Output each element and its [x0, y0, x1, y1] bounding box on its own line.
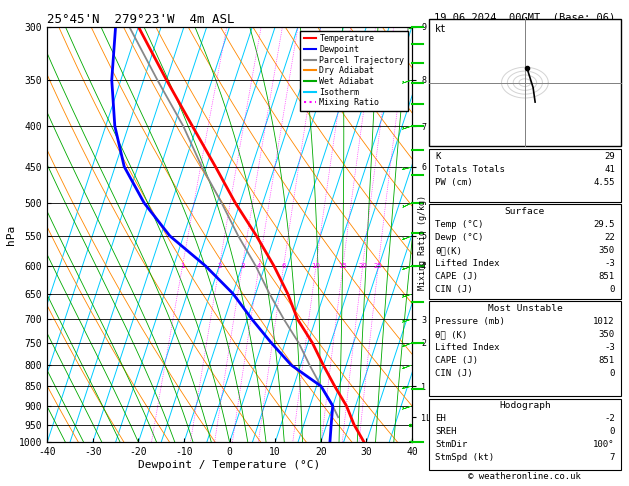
Legend: Temperature, Dewpoint, Parcel Trajectory, Dry Adiabat, Wet Adiabat, Isotherm, Mi: Temperature, Dewpoint, Parcel Trajectory… [300, 31, 408, 110]
Text: CIN (J): CIN (J) [435, 285, 472, 295]
Text: PW (cm): PW (cm) [435, 178, 472, 187]
Text: 29: 29 [604, 152, 615, 161]
Text: 29.5: 29.5 [593, 220, 615, 229]
Bar [429, 204, 621, 299]
Y-axis label: km
ASL: km ASL [452, 224, 469, 245]
Text: 851: 851 [599, 356, 615, 365]
Text: 1012: 1012 [593, 317, 615, 326]
Text: -2: -2 [604, 414, 615, 423]
Text: K: K [435, 152, 440, 161]
Text: 0: 0 [610, 427, 615, 436]
Text: 100°: 100° [593, 440, 615, 450]
Y-axis label: hPa: hPa [6, 225, 16, 244]
Text: θᴇ (K): θᴇ (K) [435, 330, 467, 339]
Text: Most Unstable: Most Unstable [487, 304, 562, 313]
Text: CAPE (J): CAPE (J) [435, 356, 478, 365]
Text: 6: 6 [281, 263, 286, 269]
Text: 15: 15 [338, 263, 347, 269]
Text: -3: -3 [604, 343, 615, 352]
Text: kt: kt [435, 24, 447, 35]
Text: SREH: SREH [435, 427, 457, 436]
Bar [429, 399, 621, 470]
Text: 1: 1 [181, 263, 185, 269]
Text: CIN (J): CIN (J) [435, 369, 472, 379]
Text: 0: 0 [610, 285, 615, 295]
Text: Totals Totals: Totals Totals [435, 165, 505, 174]
Text: 25: 25 [374, 263, 382, 269]
Text: 0: 0 [610, 369, 615, 379]
Text: Lifted Index: Lifted Index [435, 343, 499, 352]
Bar [429, 149, 621, 202]
Text: -3: -3 [604, 259, 615, 268]
Text: Surface: Surface [505, 207, 545, 216]
Text: 350: 350 [599, 330, 615, 339]
Text: 19.06.2024  00GMT  (Base: 06): 19.06.2024 00GMT (Base: 06) [434, 12, 616, 22]
Text: 350: 350 [599, 246, 615, 255]
Text: Pressure (mb): Pressure (mb) [435, 317, 505, 326]
Text: 2: 2 [217, 263, 221, 269]
Text: EH: EH [435, 414, 446, 423]
Text: Dewp (°C): Dewp (°C) [435, 233, 483, 242]
Text: Temp (°C): Temp (°C) [435, 220, 483, 229]
Text: 4: 4 [257, 263, 261, 269]
Bar [429, 301, 621, 396]
Text: 3: 3 [240, 263, 245, 269]
Text: Hodograph: Hodograph [499, 401, 551, 410]
Text: 7: 7 [610, 453, 615, 463]
Text: StmSpd (kt): StmSpd (kt) [435, 453, 494, 463]
Text: 20: 20 [358, 263, 367, 269]
Text: © weatheronline.co.uk: © weatheronline.co.uk [469, 472, 581, 481]
Text: 41: 41 [604, 165, 615, 174]
Text: 851: 851 [599, 272, 615, 281]
Text: CAPE (J): CAPE (J) [435, 272, 478, 281]
Text: 22: 22 [604, 233, 615, 242]
Text: Mixing Ratio (g/kg): Mixing Ratio (g/kg) [418, 195, 427, 291]
Text: 4.55: 4.55 [593, 178, 615, 187]
Text: 25°45'N  279°23'W  4m ASL: 25°45'N 279°23'W 4m ASL [47, 13, 235, 26]
Text: StmDir: StmDir [435, 440, 467, 450]
Bar [429, 19, 621, 146]
Text: θᴇ(K): θᴇ(K) [435, 246, 462, 255]
X-axis label: Dewpoint / Temperature (°C): Dewpoint / Temperature (°C) [138, 460, 321, 470]
Text: 10: 10 [311, 263, 321, 269]
Text: Lifted Index: Lifted Index [435, 259, 499, 268]
